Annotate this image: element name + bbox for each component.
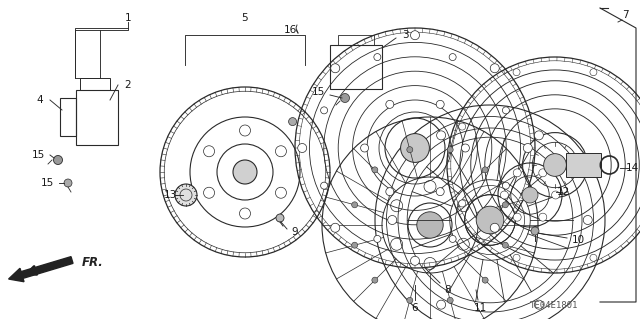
Circle shape: [388, 216, 397, 225]
Circle shape: [539, 169, 547, 177]
Circle shape: [490, 223, 499, 232]
Circle shape: [502, 202, 508, 208]
Circle shape: [298, 144, 307, 152]
Circle shape: [351, 242, 358, 248]
Circle shape: [459, 123, 466, 130]
Circle shape: [524, 144, 532, 152]
Circle shape: [449, 54, 456, 61]
Circle shape: [54, 155, 63, 165]
Circle shape: [447, 297, 453, 303]
Bar: [60, 98, 76, 136]
Circle shape: [513, 69, 520, 76]
Circle shape: [447, 147, 453, 153]
Text: 4: 4: [36, 95, 44, 105]
Circle shape: [374, 235, 381, 242]
Text: 15: 15: [31, 150, 45, 160]
Bar: [80, 78, 110, 90]
Circle shape: [410, 31, 419, 40]
Circle shape: [482, 277, 488, 283]
Text: 3: 3: [402, 30, 408, 40]
Circle shape: [513, 254, 520, 261]
Circle shape: [410, 256, 419, 265]
Circle shape: [331, 223, 340, 232]
Circle shape: [476, 206, 504, 234]
Circle shape: [552, 191, 559, 199]
Circle shape: [534, 131, 543, 140]
Bar: [330, 45, 382, 89]
Circle shape: [321, 107, 328, 114]
Circle shape: [482, 167, 488, 173]
Text: 10: 10: [572, 235, 584, 245]
Circle shape: [372, 277, 378, 283]
Circle shape: [417, 212, 444, 238]
Circle shape: [513, 169, 521, 177]
Circle shape: [360, 144, 369, 152]
Circle shape: [233, 160, 257, 184]
Bar: [566, 152, 602, 177]
FancyArrow shape: [8, 257, 73, 282]
Text: 7: 7: [621, 10, 628, 20]
Circle shape: [436, 100, 444, 108]
Circle shape: [502, 242, 508, 248]
Circle shape: [386, 188, 394, 196]
Circle shape: [436, 300, 445, 309]
Text: 16: 16: [284, 25, 296, 35]
Text: 5: 5: [242, 13, 248, 23]
Circle shape: [372, 167, 378, 173]
Text: 6: 6: [412, 303, 419, 313]
Circle shape: [321, 182, 328, 189]
Bar: [338, 35, 374, 45]
Circle shape: [513, 213, 521, 221]
Circle shape: [543, 154, 566, 176]
Text: 1: 1: [125, 13, 131, 23]
Circle shape: [500, 191, 508, 199]
Text: TE04E1801: TE04E1801: [530, 300, 579, 309]
Circle shape: [386, 100, 394, 108]
Text: 2: 2: [125, 80, 131, 90]
Circle shape: [583, 216, 592, 225]
Circle shape: [459, 200, 466, 207]
Text: FR.: FR.: [82, 256, 104, 269]
Circle shape: [351, 202, 358, 208]
Bar: [76, 90, 118, 145]
Circle shape: [401, 134, 429, 162]
Text: 14: 14: [625, 163, 639, 173]
Text: 13: 13: [163, 190, 177, 200]
Circle shape: [449, 235, 456, 242]
Circle shape: [436, 131, 445, 140]
Circle shape: [502, 107, 509, 114]
Circle shape: [461, 144, 469, 152]
Circle shape: [539, 213, 547, 221]
Circle shape: [340, 93, 349, 102]
Circle shape: [289, 118, 296, 126]
Circle shape: [490, 64, 499, 73]
Text: 11: 11: [474, 303, 486, 313]
Circle shape: [436, 188, 444, 196]
Circle shape: [175, 184, 197, 206]
Circle shape: [407, 147, 413, 153]
Text: 8: 8: [445, 285, 451, 295]
Circle shape: [590, 254, 597, 261]
Circle shape: [407, 297, 413, 303]
Circle shape: [590, 69, 597, 76]
Circle shape: [502, 182, 509, 189]
Circle shape: [531, 227, 539, 235]
Circle shape: [534, 300, 543, 309]
Circle shape: [374, 54, 381, 61]
Text: 15: 15: [312, 87, 324, 97]
Circle shape: [276, 214, 284, 222]
Text: 12: 12: [556, 187, 570, 197]
Circle shape: [331, 64, 340, 73]
Text: 15: 15: [40, 178, 54, 188]
Circle shape: [522, 187, 538, 203]
Text: 9: 9: [292, 227, 298, 237]
Circle shape: [64, 179, 72, 187]
